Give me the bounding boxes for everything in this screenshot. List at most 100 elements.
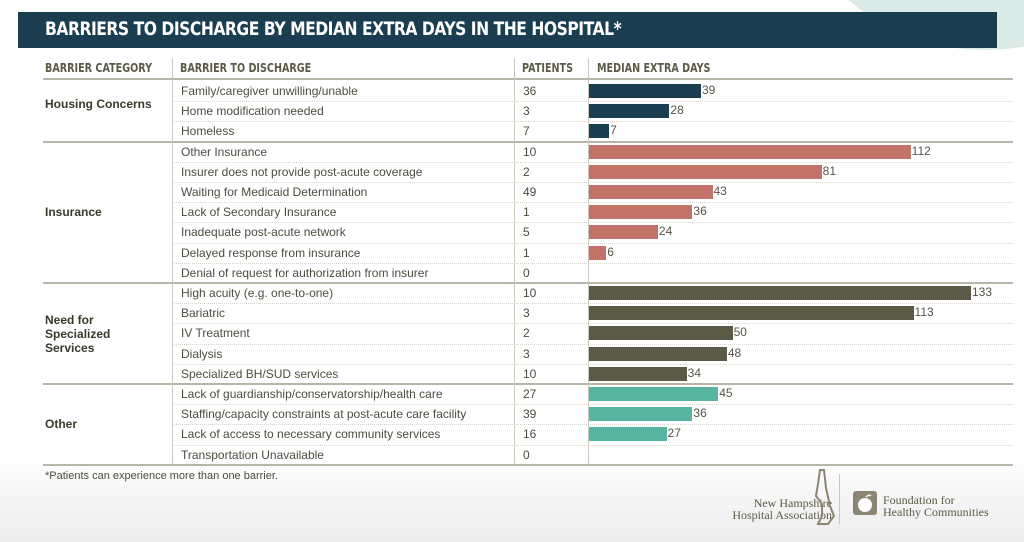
row-divider	[172, 444, 1013, 446]
barrier-label: Insurer does not provide post-acute cove…	[181, 164, 423, 179]
fhc-logo-text: Foundation for Healthy Communities	[883, 493, 989, 519]
category-label: Need for Specialized Services	[45, 312, 111, 355]
bar-value-label: 112	[911, 143, 931, 158]
group-divider	[43, 383, 1013, 385]
barrier-label: Staffing/capacity constraints at post-ac…	[181, 407, 467, 422]
patients-value: 16	[523, 427, 537, 442]
bar-housing	[589, 124, 610, 139]
row-divider	[172, 222, 1013, 224]
bar-value-label: 39	[702, 83, 716, 97]
logo-divider	[839, 474, 840, 524]
column-header-median: MEDIAN EXTRA DAYS	[597, 61, 711, 75]
patients-value: 10	[523, 366, 537, 381]
patients-value: 1	[523, 205, 530, 220]
patients-value: 3	[523, 306, 530, 321]
category-label: Insurance	[45, 205, 102, 220]
nhha-logo-text: New Hampshire Hospital Association	[732, 496, 832, 522]
bar-specialized	[589, 286, 971, 300]
barrier-label: Denial of request for authorization from…	[181, 265, 429, 280]
barrier-label: Home modification needed	[181, 104, 324, 119]
patients-value: 3	[523, 346, 530, 361]
patients-value: 27	[523, 387, 537, 401]
barrier-label: Bariatric	[181, 306, 226, 321]
row-divider	[172, 343, 1013, 345]
bar-value-label: 43	[713, 184, 727, 198]
barrier-label: High acuity (e.g. one-to-one)	[181, 286, 334, 300]
bar-value-label: 34	[687, 365, 701, 380]
row-divider	[172, 121, 1013, 123]
row-divider	[172, 363, 1013, 365]
patients-value: 10	[523, 286, 537, 300]
bar-housing	[589, 104, 670, 119]
bar-housing	[589, 84, 701, 98]
bar-insurance	[589, 245, 607, 260]
column-divider	[172, 58, 173, 465]
new-hampshire-state-outline-icon	[814, 469, 836, 525]
barrier-label: Family/caregiver unwilling/unable	[181, 84, 358, 98]
bar-value-label: 50	[733, 325, 747, 340]
column-header-category: BARRIER CATEGORY	[45, 61, 153, 75]
group-divider	[43, 282, 1013, 284]
barrier-label: Waiting for Medicaid Determination	[181, 185, 368, 199]
bar-value-label: 24	[658, 224, 673, 239]
patients-value: 1	[523, 245, 530, 260]
row-divider	[172, 101, 1013, 103]
chart-title: BARRIERS TO DISCHARGE BY MEDIAN EXTRA DA…	[45, 18, 622, 40]
bar-value-label: 113	[914, 305, 934, 320]
bar-insurance	[589, 205, 693, 220]
patients-value: 39	[523, 407, 537, 422]
bar-insurance	[589, 225, 658, 240]
patients-value: 49	[523, 185, 537, 199]
barrier-label: Inadequate post-acute network	[181, 225, 346, 240]
barrier-label: Delayed response from insurance	[181, 245, 361, 260]
bar-specialized	[589, 306, 914, 321]
row-divider	[172, 182, 1013, 183]
bar-other	[589, 407, 693, 422]
patients-value: 3	[523, 104, 530, 119]
category-label: Housing Concerns	[45, 97, 152, 112]
row-divider	[172, 202, 1013, 204]
bar-insurance	[589, 144, 911, 159]
bar-insurance	[589, 185, 713, 199]
bar-value-label: 133	[972, 285, 993, 299]
row-divider	[172, 404, 1013, 406]
column-divider	[514, 58, 515, 465]
column-divider	[588, 58, 589, 465]
patients-value: 7	[523, 124, 530, 139]
group-divider	[43, 140, 1013, 143]
patients-value: 0	[523, 265, 530, 280]
patients-value: 2	[523, 326, 530, 341]
row-divider	[172, 161, 1013, 163]
barrier-label: Dialysis	[181, 346, 223, 361]
barrier-label: Other Insurance	[181, 144, 268, 159]
bar-value-label: 36	[693, 204, 707, 219]
barrier-label: Specialized BH/SUD services	[181, 366, 339, 381]
apple-icon	[853, 491, 877, 515]
bar-value-label: 28	[670, 103, 684, 118]
barrier-label: Lack of access to necessary community se…	[181, 427, 441, 442]
bar-specialized	[589, 326, 733, 341]
bar-value-label: 7	[610, 123, 617, 138]
bar-specialized	[589, 346, 727, 361]
row-divider	[172, 262, 1013, 264]
bar-other	[589, 427, 667, 442]
bar-insurance	[589, 164, 822, 179]
column-header-patients: PATIENTS	[522, 61, 574, 75]
logos: New Hampshire Hospital Association Found…	[700, 466, 1010, 526]
patients-value: 5	[523, 225, 530, 240]
row-divider	[172, 424, 1013, 426]
bar-value-label: 27	[667, 426, 681, 441]
bar-specialized	[589, 366, 687, 381]
bar-value-label: 36	[693, 406, 707, 421]
title-banner: BARRIERS TO DISCHARGE BY MEDIAN EXTRA DA…	[18, 12, 997, 48]
bar-value-label: 6	[607, 244, 614, 259]
bar-value-label: 45	[719, 386, 733, 400]
patients-value: 10	[523, 144, 537, 159]
header-divider	[43, 78, 1013, 80]
patients-value: 0	[523, 447, 530, 462]
footnote: *Patients can experience more than one b…	[45, 470, 278, 482]
patients-value: 2	[523, 164, 530, 179]
column-header-barrier: BARRIER TO DISCHARGE	[180, 61, 312, 75]
bar-other	[589, 387, 719, 401]
bar-value-label: 81	[822, 163, 836, 178]
